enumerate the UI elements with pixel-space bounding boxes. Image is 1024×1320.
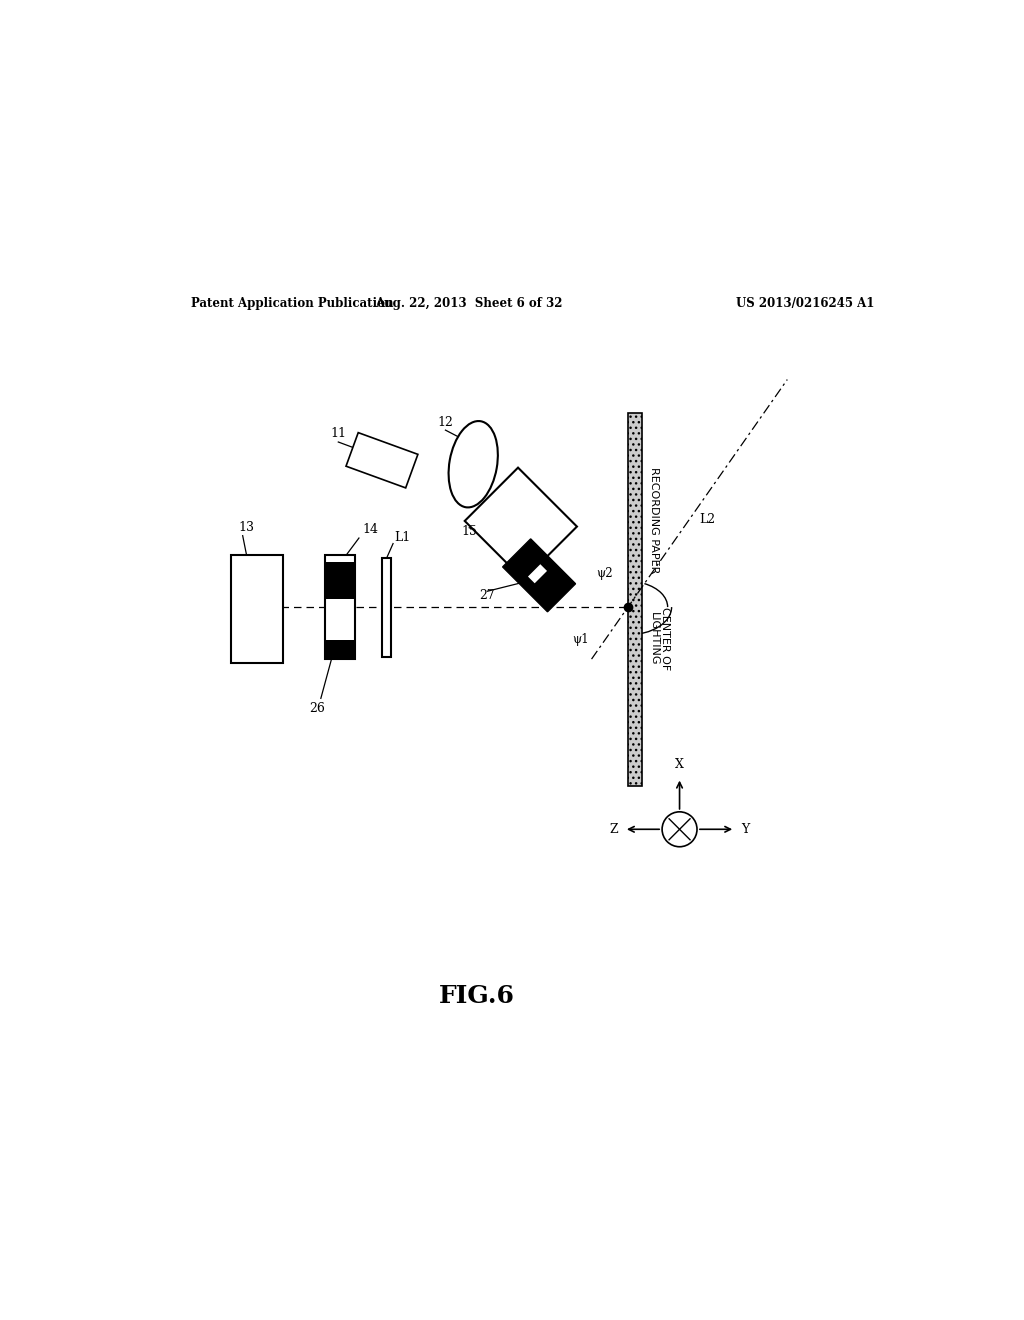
Polygon shape — [503, 539, 575, 611]
Bar — [231, 556, 283, 663]
Polygon shape — [465, 467, 577, 579]
Text: Patent Application Publication: Patent Application Publication — [191, 297, 394, 310]
Text: 15: 15 — [461, 525, 477, 539]
Bar — [382, 558, 391, 657]
Text: Y: Y — [741, 822, 750, 836]
Text: FIG.6: FIG.6 — [439, 983, 515, 1008]
Polygon shape — [346, 433, 418, 488]
Text: 26: 26 — [309, 702, 325, 715]
Bar — [325, 640, 355, 659]
Text: RECORDING PAPER: RECORDING PAPER — [648, 466, 658, 573]
Text: 11: 11 — [331, 428, 346, 441]
Text: L2: L2 — [699, 512, 715, 525]
Bar — [325, 562, 355, 599]
Text: ψ1: ψ1 — [572, 632, 589, 645]
Text: X: X — [675, 759, 684, 771]
Text: 14: 14 — [362, 524, 379, 536]
Bar — [628, 413, 642, 785]
Bar — [325, 556, 355, 659]
Polygon shape — [528, 564, 547, 583]
Text: US 2013/0216245 A1: US 2013/0216245 A1 — [735, 297, 873, 310]
Text: 13: 13 — [239, 521, 255, 535]
Ellipse shape — [449, 421, 498, 507]
Text: ψ2: ψ2 — [596, 566, 612, 579]
Text: Z: Z — [609, 822, 617, 836]
Text: 12: 12 — [437, 416, 454, 429]
Text: 27: 27 — [479, 589, 496, 602]
Text: CENTER OF
LIGHTING: CENTER OF LIGHTING — [648, 607, 670, 671]
Text: L1: L1 — [394, 531, 411, 544]
Text: Aug. 22, 2013  Sheet 6 of 32: Aug. 22, 2013 Sheet 6 of 32 — [376, 297, 563, 310]
